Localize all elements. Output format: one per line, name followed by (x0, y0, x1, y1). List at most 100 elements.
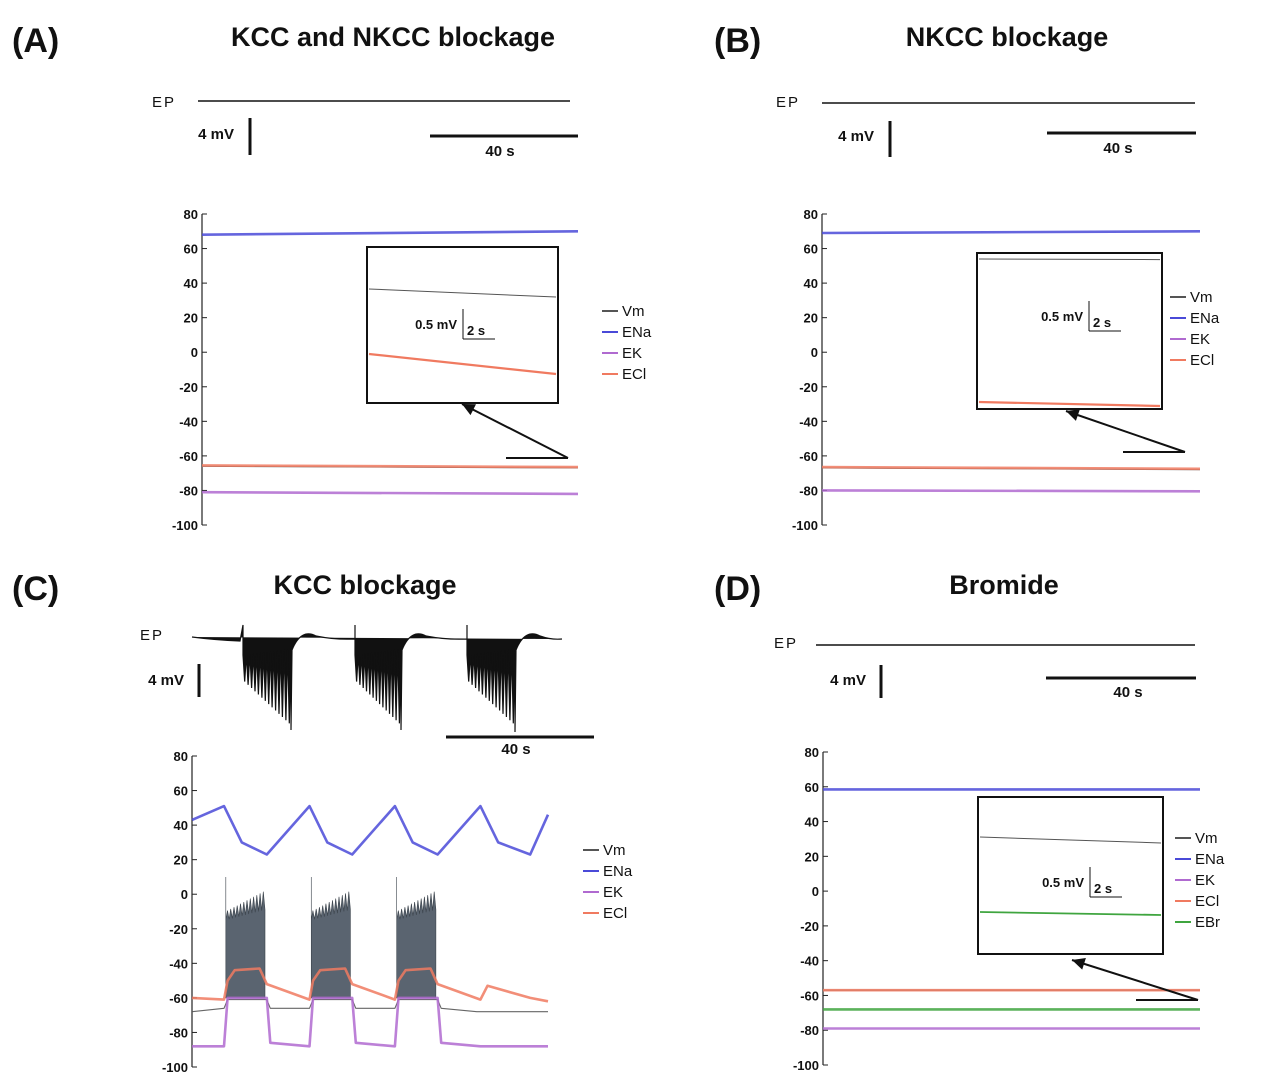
scale-y-label: 4 mV (838, 128, 874, 145)
scale-y-label: 4 mV (830, 672, 866, 689)
inset-box (977, 796, 1164, 955)
y-tick-label: 0 (181, 887, 188, 902)
y-tick-label: 40 (805, 815, 819, 830)
y-tick-label: -20 (179, 380, 198, 395)
legend-item: Vm (603, 842, 626, 859)
y-tick-label: -60 (169, 991, 188, 1006)
panel-title: Bromide (949, 570, 1059, 600)
ep-trace (191, 624, 563, 733)
zoom-arrowhead (1072, 958, 1086, 970)
inset-scale-x-label: 2 s (1093, 315, 1111, 330)
legend-item: ECl (603, 905, 627, 922)
scale-x-label: 40 s (1113, 684, 1142, 701)
ep-label: EP (152, 94, 176, 111)
panel-d: (D) Bromide EP 4 mV 40 s 80 60 40 20 0 -20 -40 -60 -8… (714, 570, 1225, 1073)
series-ecl (201, 464, 579, 469)
legend-item: Vm (1190, 289, 1213, 306)
panel-title: KCC and NKCC blockage (231, 22, 555, 52)
inset-ecl (978, 400, 1161, 408)
series-ena (191, 804, 550, 856)
y-tick-label: 40 (174, 818, 188, 833)
y-tick-label: -40 (799, 414, 818, 429)
y-tick-label: 60 (805, 780, 819, 795)
y-tick-label: -100 (793, 1058, 819, 1073)
zoom-arrow (1071, 959, 1199, 1001)
zoom-arrow (1065, 410, 1186, 453)
ep-label: EP (776, 94, 800, 111)
series-ek (201, 490, 579, 496)
inset-vm (978, 258, 1161, 261)
legend-item: EBr (1195, 914, 1220, 931)
vm-burst (310, 876, 351, 999)
legend-item: ENa (603, 863, 633, 880)
inset-ecl (368, 352, 557, 376)
legend-item: ENa (1195, 851, 1225, 868)
y-tick-label: 60 (804, 242, 818, 257)
y-tick-label: -100 (792, 518, 818, 533)
y-tick-label: -20 (800, 919, 819, 934)
y-tick-label: 80 (804, 207, 818, 222)
y-tick-label: 0 (812, 884, 819, 899)
scale-x-label: 40 s (485, 143, 514, 160)
scale-y-label: 4 mV (198, 126, 234, 143)
scale-x-label: 40 s (1103, 140, 1132, 157)
y-tick-label: 0 (811, 345, 818, 360)
series-ek (192, 996, 548, 1048)
y-tick-label: 0 (191, 345, 198, 360)
panel-title: NKCC blockage (906, 22, 1109, 52)
inset-vm (979, 836, 1162, 844)
inset-scale-x-label: 2 s (467, 323, 485, 338)
vm-burst (225, 876, 266, 999)
panel-letter: (B) (714, 22, 761, 60)
inset-scale-y-label: 0.5 mV (1041, 309, 1083, 324)
y-tick-label: 20 (805, 849, 819, 864)
panel-a: (A) KCC and NKCC blockage EP 4 mV 40 s 80 60 40… (12, 22, 652, 533)
inset-scale-x-label: 2 s (1094, 881, 1112, 896)
y-tick-label: 60 (184, 242, 198, 257)
inset-scale-y-label: 0.5 mV (1042, 875, 1084, 890)
panel-letter: (D) (714, 570, 761, 608)
y-tick-label: -80 (179, 483, 198, 498)
panel-letter: (A) (12, 22, 59, 60)
legend-item: Vm (622, 303, 645, 320)
y-tick-label: -40 (179, 414, 198, 429)
series-ena (821, 230, 1201, 235)
zoom-arrow (461, 403, 569, 459)
y-tick-label: -20 (169, 922, 188, 937)
panel-title: KCC blockage (273, 570, 456, 600)
legend-item: EK (603, 884, 623, 901)
zoom-arrowhead (1066, 409, 1080, 421)
legend-item: EK (622, 345, 642, 362)
legend-item: EK (1190, 331, 1210, 348)
y-tick-label: -40 (169, 956, 188, 971)
legend-item: EK (1195, 872, 1215, 889)
vm-burst (396, 876, 437, 999)
y-tick-label: 80 (805, 745, 819, 760)
y-tick-label: -60 (800, 988, 819, 1003)
inset-box (976, 252, 1163, 410)
legend-item: ENa (1190, 310, 1220, 327)
y-tick-label: 80 (184, 207, 198, 222)
y-tick-label: -40 (800, 954, 819, 969)
legend-item: Vm (1195, 830, 1218, 847)
inset-scale-y-label: 0.5 mV (415, 317, 457, 332)
y-tick-label: 40 (184, 276, 198, 291)
ep-label: EP (774, 635, 798, 652)
legend-item: ECl (622, 366, 646, 383)
y-tick-label: 20 (184, 311, 198, 326)
y-tick-label: 20 (804, 311, 818, 326)
scale-y-label: 4 mV (148, 672, 184, 689)
y-tick-label: -20 (799, 380, 818, 395)
scale-x-label: 40 s (501, 741, 530, 758)
panel-b: (B) NKCC blockage EP 4 mV 40 s 80 60 40 20 0 -20 -4… (714, 22, 1220, 533)
y-tick-label: 60 (174, 784, 188, 799)
series-ek (821, 489, 1201, 493)
y-tick-label: -60 (179, 449, 198, 464)
zoom-arrowhead (462, 404, 476, 416)
ep-label: EP (140, 627, 164, 644)
y-tick-label: -80 (800, 1023, 819, 1038)
y-tick-label: -80 (799, 483, 818, 498)
y-tick-label: -100 (162, 1060, 188, 1075)
series-ena (201, 230, 579, 236)
